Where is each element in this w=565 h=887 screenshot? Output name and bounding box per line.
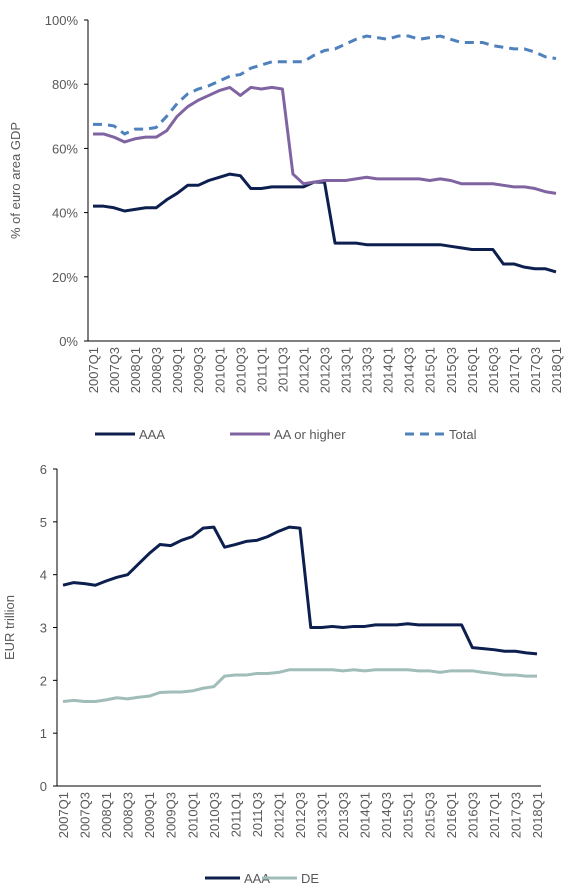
- y-tick-label: 2: [40, 673, 47, 688]
- x-tick-label: 2013Q1: [315, 792, 330, 838]
- y-tick-label: 80%: [52, 77, 78, 92]
- x-tick-label: 2011Q1: [228, 792, 243, 837]
- x-tick-label: 2009Q1: [142, 792, 157, 838]
- x-tick-label: 2007Q1: [56, 792, 71, 838]
- y-tick-label: 20%: [52, 270, 78, 285]
- x-tick-label: 2016Q1: [465, 347, 480, 393]
- x-tick-label: 2007Q3: [78, 792, 93, 838]
- x-tick-label: 2008Q1: [99, 792, 114, 838]
- x-tick-label: 2009Q3: [164, 792, 179, 838]
- x-tick-label: 2016Q1: [444, 792, 459, 838]
- series-line: [93, 85, 557, 195]
- y-tick-label: 100%: [45, 13, 79, 28]
- x-tick-label: 2015Q3: [422, 792, 437, 838]
- x-tick-label: 2008Q3: [149, 347, 164, 393]
- legend-label: AA or higher: [274, 427, 346, 442]
- x-tick-label: 2014Q1: [358, 792, 373, 838]
- y-tick-label: 6: [40, 462, 47, 477]
- y-tick-label: 60%: [52, 141, 78, 156]
- x-tick-label: 2010Q1: [212, 347, 227, 393]
- x-tick-label: 2017Q3: [528, 347, 543, 393]
- x-tick-label: 2007Q1: [86, 347, 101, 393]
- x-tick-label: 2009Q1: [170, 347, 185, 393]
- x-tick-label: 2010Q1: [185, 792, 200, 838]
- x-tick-label: 2012Q3: [293, 792, 308, 838]
- x-tick-label: 2014Q1: [381, 347, 396, 393]
- series-line: [62, 668, 537, 703]
- y-tick-label: 3: [40, 621, 47, 636]
- x-tick-label: 2016Q3: [486, 347, 501, 393]
- x-tick-label: 2015Q3: [444, 347, 459, 393]
- x-tick-label: 2018Q1: [549, 347, 564, 393]
- x-tick-label: 2008Q1: [128, 347, 143, 393]
- legend-label: AAA: [244, 871, 270, 886]
- x-tick-label: 2012Q1: [296, 347, 311, 393]
- series-line: [62, 525, 538, 656]
- y-axis-title: EUR trillion: [2, 595, 17, 660]
- legend-label: DE: [301, 871, 319, 886]
- y-tick-label: 0: [40, 779, 47, 794]
- x-tick-label: 2011Q3: [250, 792, 265, 837]
- x-tick-label: 2014Q3: [402, 347, 417, 393]
- x-tick-label: 2017Q1: [507, 347, 522, 393]
- x-tick-label: 2015Q1: [401, 792, 416, 838]
- x-tick-label: 2010Q3: [233, 347, 248, 393]
- x-tick-label: 2012Q3: [318, 347, 333, 393]
- x-tick-label: 2008Q3: [121, 792, 136, 838]
- x-tick-label: 2016Q3: [465, 792, 480, 838]
- y-tick-label: 5: [40, 515, 47, 530]
- x-tick-label: 2007Q3: [107, 347, 122, 393]
- y-tick-label: 0%: [59, 334, 78, 349]
- x-tick-label: 2015Q1: [423, 347, 438, 393]
- x-tick-label: 2009Q3: [191, 347, 206, 393]
- x-tick-label: 2011Q1: [254, 347, 269, 392]
- x-tick-label: 2018Q1: [530, 792, 545, 838]
- y-tick-label: 1: [40, 726, 47, 741]
- x-tick-label: 2012Q1: [271, 792, 286, 838]
- y-tick-label: 40%: [52, 206, 78, 221]
- legend-label: Total: [449, 427, 477, 442]
- x-tick-label: 2011Q3: [275, 347, 290, 392]
- x-tick-label: 2017Q1: [487, 792, 502, 838]
- y-axis-title: % of euro area GDP: [8, 122, 23, 239]
- x-tick-label: 2013Q3: [336, 792, 351, 838]
- series-line: [93, 172, 557, 274]
- series-line: [93, 34, 557, 136]
- x-tick-label: 2013Q1: [339, 347, 354, 393]
- x-tick-label: 2014Q3: [379, 792, 394, 838]
- y-tick-label: 4: [40, 568, 47, 583]
- x-tick-label: 2010Q3: [207, 792, 222, 838]
- legend-label: AAA: [139, 427, 165, 442]
- x-tick-label: 2017Q3: [508, 792, 523, 838]
- x-tick-label: 2013Q3: [360, 347, 375, 393]
